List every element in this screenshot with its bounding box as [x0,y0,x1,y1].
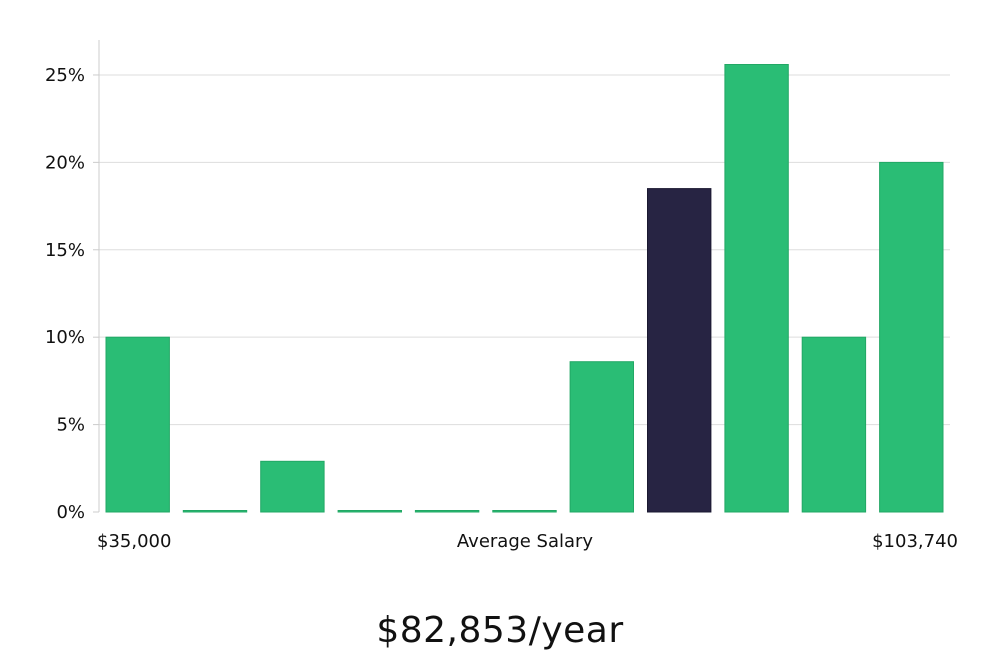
bar [492,510,557,513]
bar-highlighted [647,188,712,513]
y-tick-label: 0% [56,502,85,523]
bar [414,510,480,513]
bar [260,460,325,513]
bar [182,510,248,513]
bar [801,336,867,513]
bars [105,64,944,513]
average-salary-value: $82,853/year [376,610,624,651]
y-tick-label: 25% [45,65,85,86]
y-tick-label: 20% [45,152,85,173]
x-max-label: $103,740 [872,531,958,552]
bar [105,336,170,513]
x-min-label: $35,000 [97,531,171,552]
salary-histogram: 0%5%10%15%20%25% $35,000 Average Salary … [45,40,958,552]
y-tick-labels: 0% 5% 10% 15% 20% 25% [45,65,85,523]
bar [879,161,944,513]
bar [337,510,403,513]
y-tick-label: 10% [45,327,85,348]
y-tick-label: 15% [45,240,85,261]
x-axis-title: Average Salary [457,531,594,552]
bar [569,361,634,513]
bar [724,64,789,513]
y-tick-label: 5% [56,415,85,436]
